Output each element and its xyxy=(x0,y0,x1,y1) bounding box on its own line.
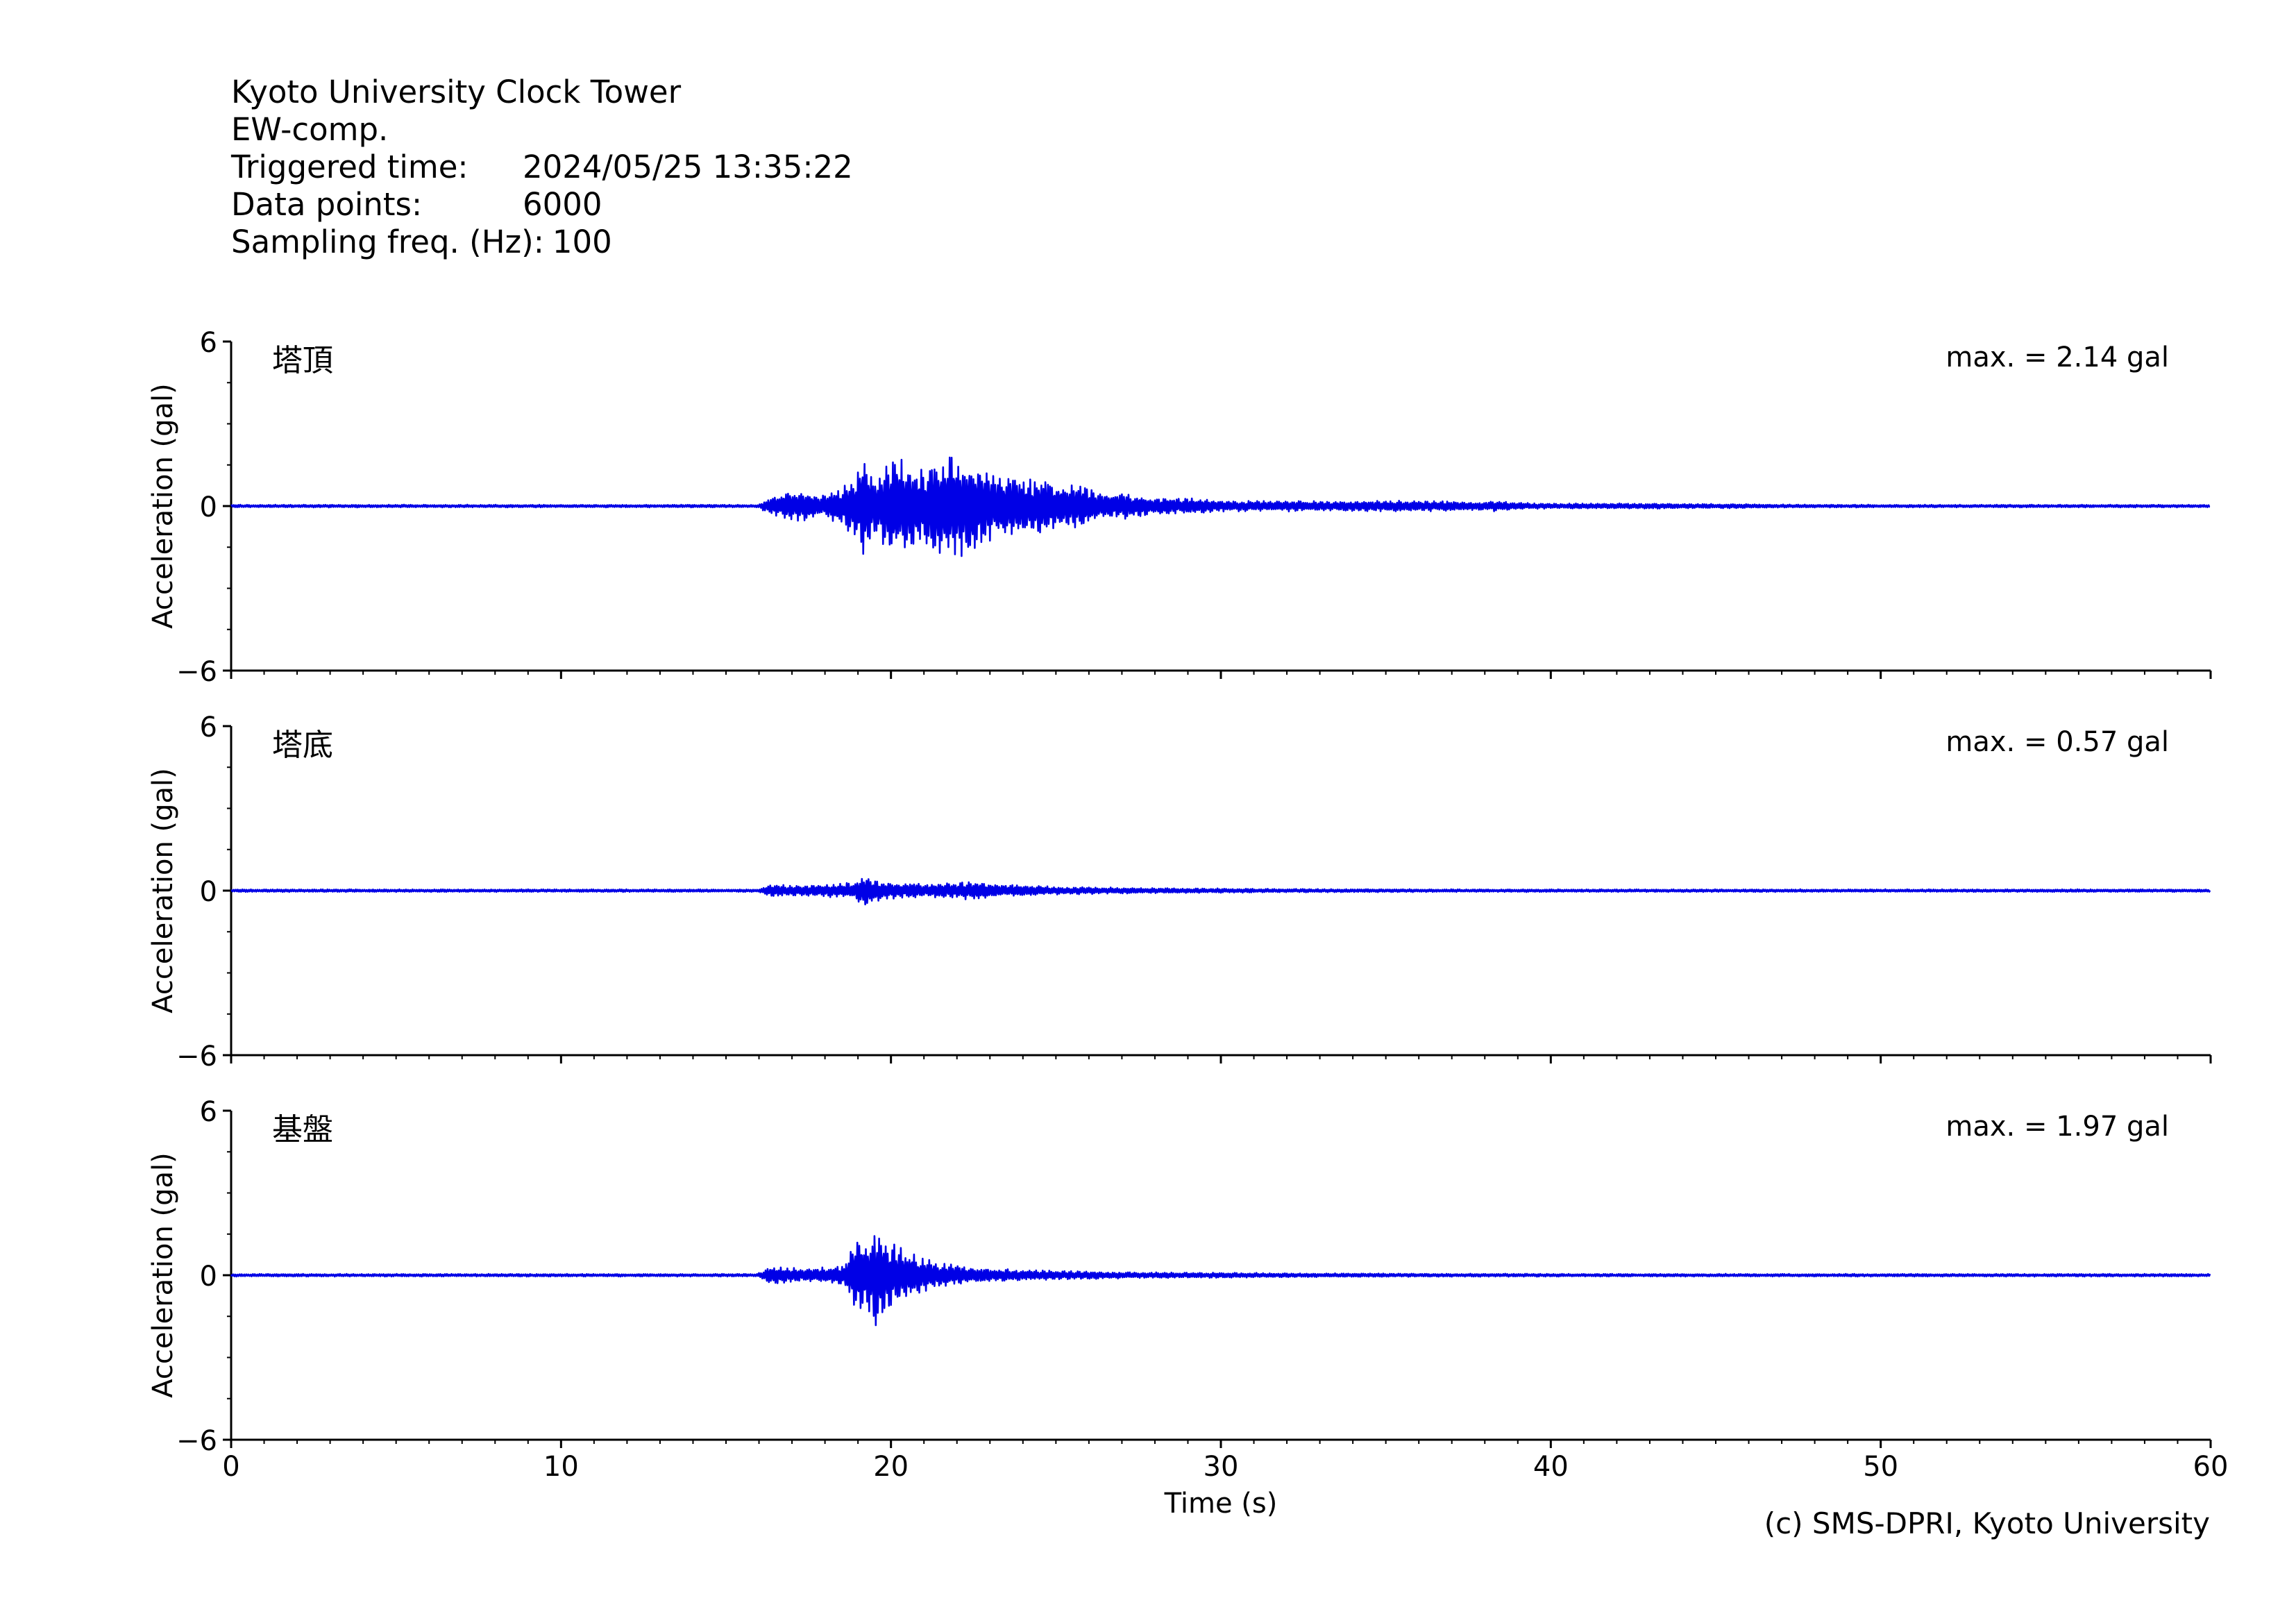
panel-3-y-axis-label: Acceleration (gal) xyxy=(147,1152,179,1398)
panel-2-max-annotation: max. = 0.57 gal xyxy=(1945,726,2169,758)
triggered-time-label: Triggered time: xyxy=(231,149,469,185)
panel-1-max-annotation: max. = 2.14 gal xyxy=(1945,342,2169,373)
station-name: Kyoto University Clock Tower xyxy=(231,74,682,110)
sampling-freq-label: Sampling freq. (Hz): xyxy=(231,224,544,260)
panel-3-x-tick-label: 60 xyxy=(2193,1451,2229,1483)
panel-1-y-axis-label: Acceleration (gal) xyxy=(147,383,179,629)
copyright-credit: (c) SMS-DPRI, Kyoto University xyxy=(1764,1506,2210,1540)
panel-1-y-tick-label: 0 xyxy=(200,491,217,523)
sampling-freq-value: 100 xyxy=(552,224,612,260)
panel-2-waveform-trace xyxy=(230,877,2211,906)
panel-2-y-tick-label: 6 xyxy=(200,712,217,743)
panel-3-x-tick-label: 20 xyxy=(873,1451,909,1483)
panel-3-waveform-trace xyxy=(230,1235,2211,1327)
panel-3-max-annotation: max. = 1.97 gal xyxy=(1945,1111,2169,1143)
panel-3-x-tick-label: 50 xyxy=(1863,1451,1898,1483)
data-points-value: 6000 xyxy=(523,186,602,223)
panel-3-x-tick-label: 30 xyxy=(1204,1451,1239,1483)
component-label: EW-comp. xyxy=(231,111,389,148)
panel-2-y-axis-label: Acceleration (gal) xyxy=(147,768,179,1014)
panel-3-x-tick-label: 0 xyxy=(222,1451,239,1483)
panel-1-waveform-trace xyxy=(230,456,2211,557)
panel-3-x-tick-label: 10 xyxy=(543,1451,579,1483)
panel-1-y-tick-label: −6 xyxy=(176,656,217,688)
panel-1-y-tick-label: 6 xyxy=(200,327,217,359)
data-points-label: Data points: xyxy=(231,186,423,223)
panel-1-title: 塔頂 xyxy=(272,343,333,378)
panel-2-y-tick-label: −6 xyxy=(176,1041,217,1073)
sampling-freq-row: Sampling freq. (Hz): 100 xyxy=(231,224,853,261)
data-points-row: Data points: 6000 xyxy=(231,186,853,224)
panel-2-title: 塔底 xyxy=(272,728,333,763)
panel-3-title: 基盤 xyxy=(272,1112,333,1147)
panel-3-x-axis-label: Time (s) xyxy=(1164,1488,1278,1520)
panel-3-y-tick-label: −6 xyxy=(176,1425,217,1457)
triggered-time-value: 2024/05/25 13:35:22 xyxy=(523,149,853,185)
panel-3-y-tick-label: 0 xyxy=(200,1261,217,1293)
triggered-time-row: Triggered time: 2024/05/25 13:35:22 xyxy=(231,149,853,186)
panel-3-y-tick-label: 6 xyxy=(200,1096,217,1128)
panel-2-y-tick-label: 0 xyxy=(200,876,217,908)
panel-3-x-tick-label: 40 xyxy=(1533,1451,1569,1483)
figure-header: Kyoto University Clock Tower EW-comp. Tr… xyxy=(231,74,853,261)
